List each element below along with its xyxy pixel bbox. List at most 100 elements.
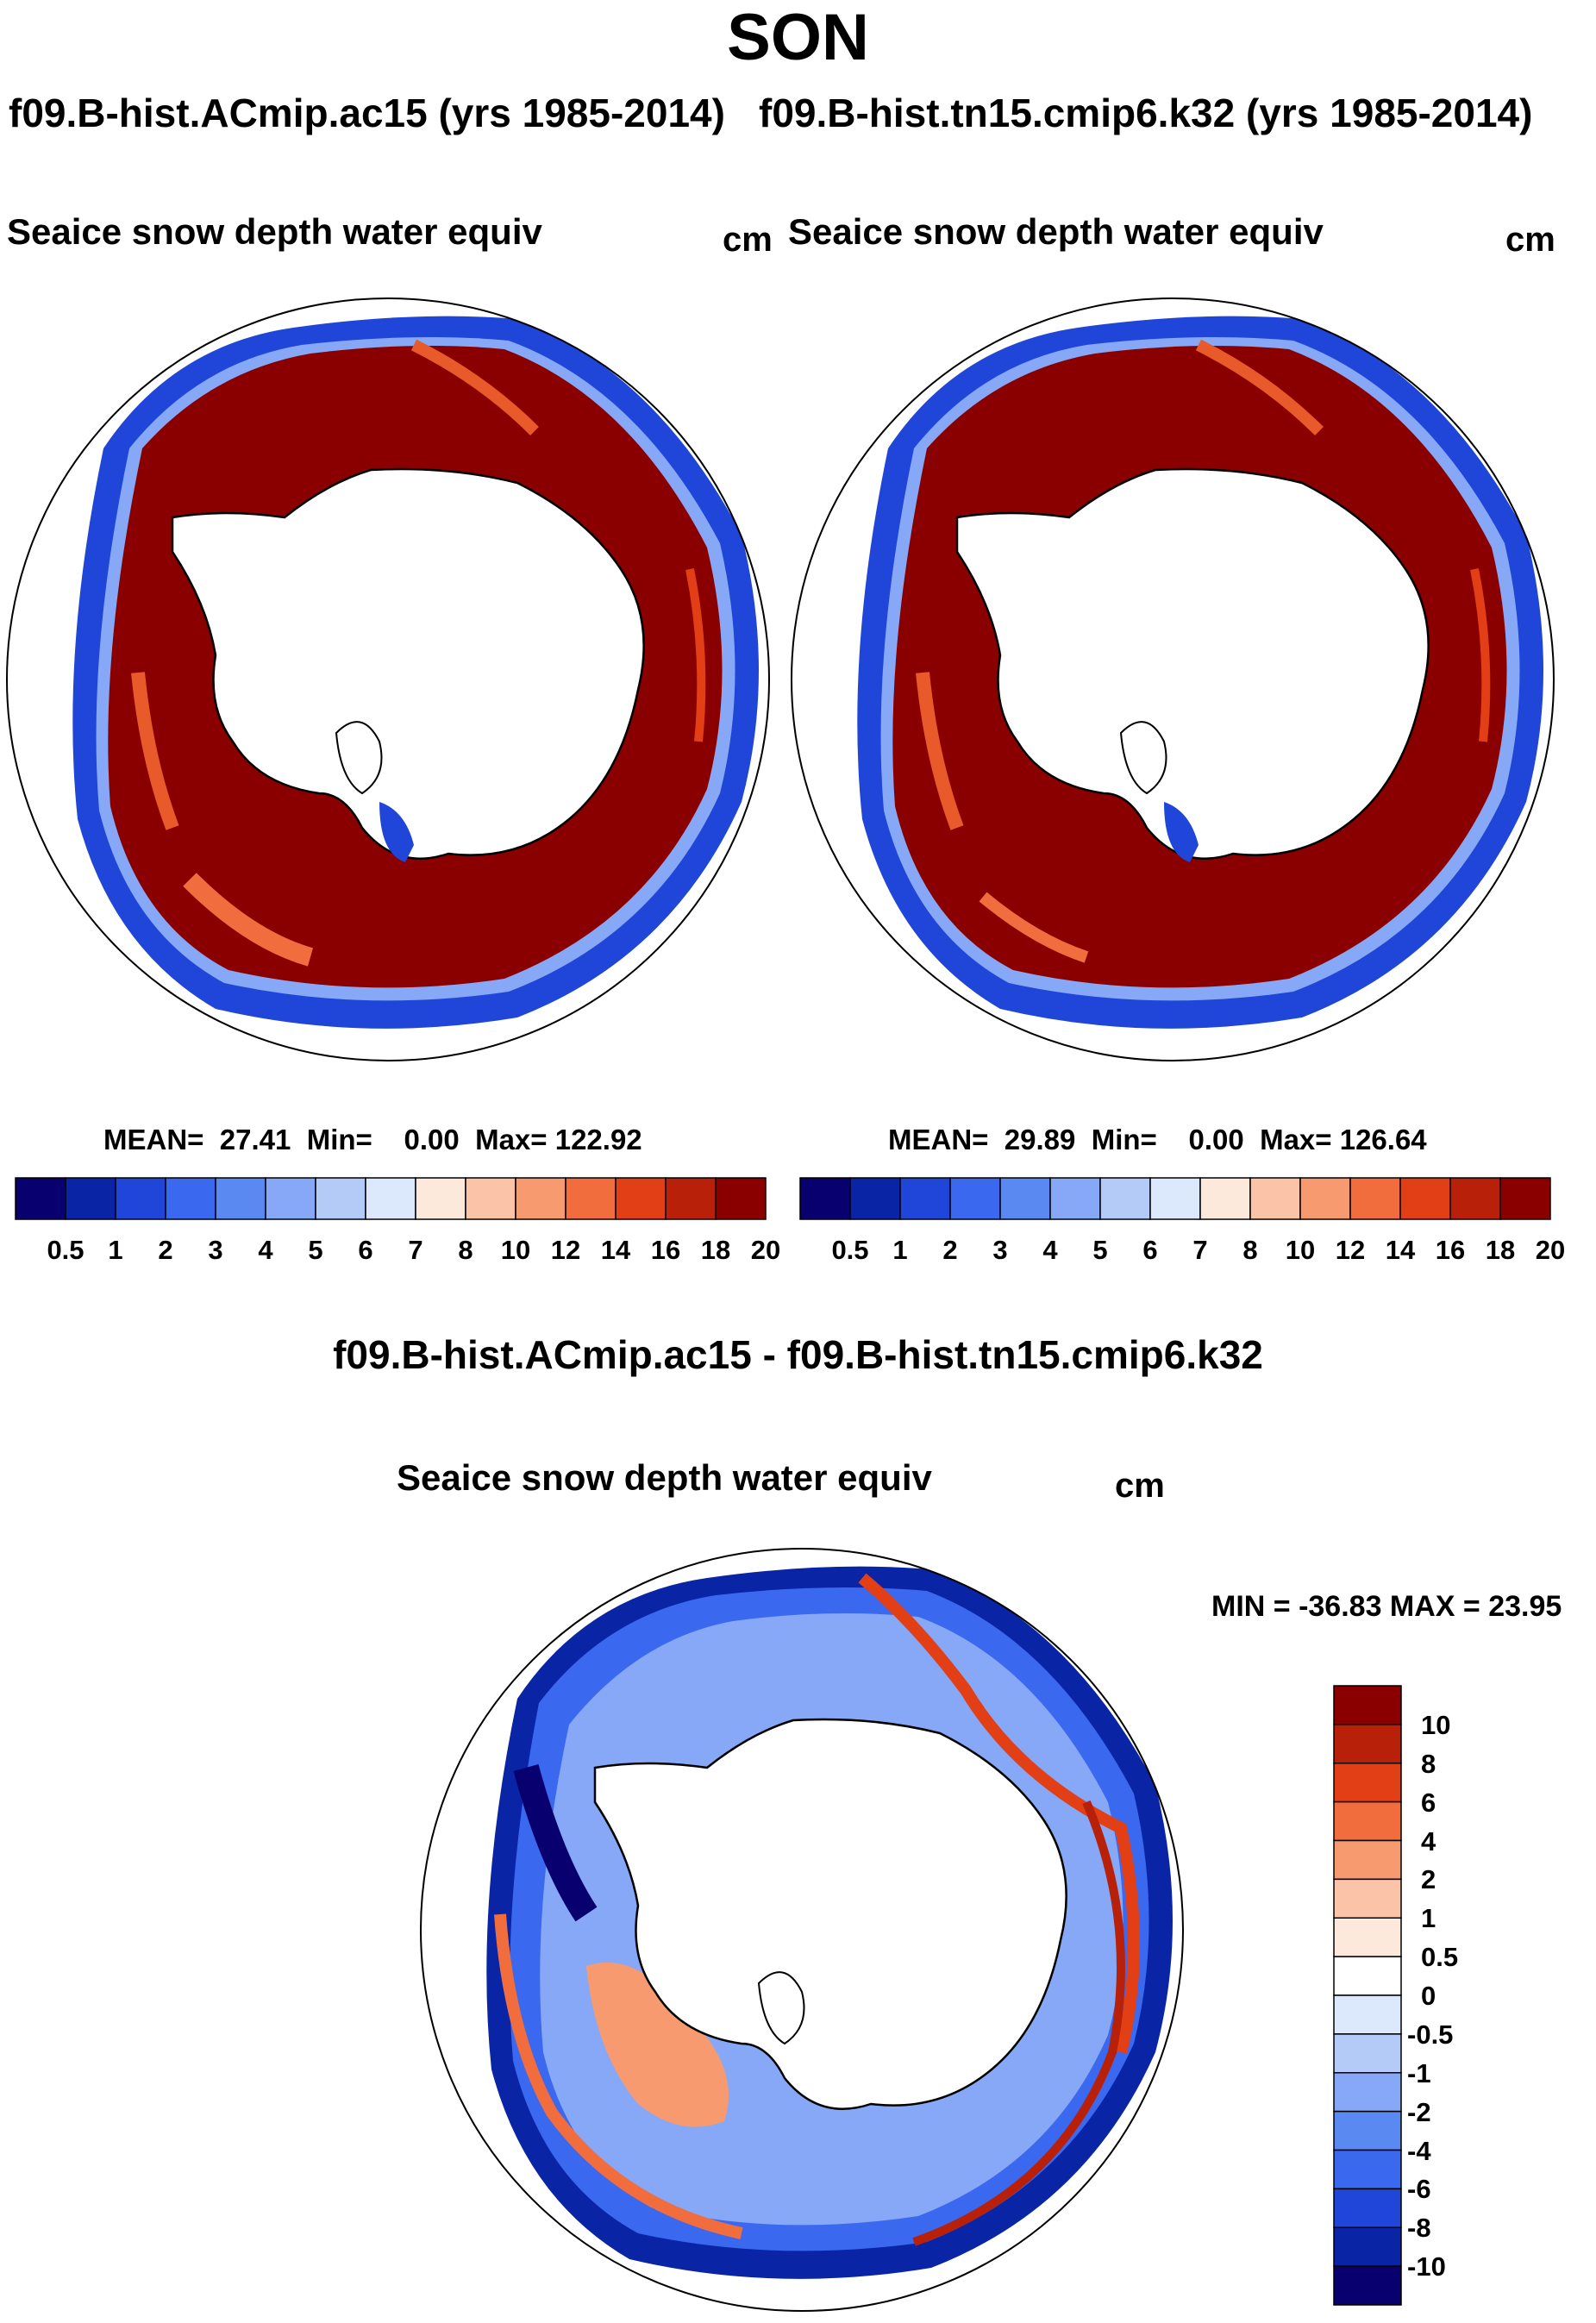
left-colorbar-tick-label: 16 <box>650 1235 681 1265</box>
diff-colorbar-swatch <box>1333 1956 1402 1996</box>
left-colorbar-tick-label: 14 <box>600 1235 631 1265</box>
left-colorbar-tick-label: 18 <box>700 1235 731 1265</box>
diff-antarctica <box>593 1718 1067 2110</box>
right-colorbar-tick-label: 1 <box>892 1235 908 1265</box>
right-colorbar-swatch <box>1249 1177 1301 1220</box>
diff-minmax: MIN = -36.83 MAX = 23.95 <box>1211 1590 1562 1623</box>
right-colorbar-swatch <box>999 1177 1051 1220</box>
left-colorbar-swatch <box>665 1177 717 1220</box>
left-colorbar-swatch <box>265 1177 316 1220</box>
diff-colorbar-tick-label: 1 <box>1421 1903 1436 1934</box>
diff-colorbar-tick-label: 0 <box>1421 1981 1436 2011</box>
right-colorbar-tick-label: 14 <box>1385 1235 1416 1265</box>
left-colorbar-swatch <box>565 1177 616 1220</box>
left-colorbar-tick-label: 10 <box>500 1235 531 1265</box>
right-colorbar-swatch <box>1299 1177 1351 1220</box>
right-colorbar-tick-label: 16 <box>1435 1235 1466 1265</box>
diff-colorbar-tick-label: 2 <box>1421 1864 1436 1895</box>
diff-colorbar-swatch <box>1333 1800 1402 1842</box>
diff-colorbar-tick-label: 4 <box>1421 1825 1436 1857</box>
left-var-title: Seaice snow depth water equiv <box>7 211 542 252</box>
left-case-title: f09.B-hist.ACmip.ac15 (yrs 1985-2014) <box>9 91 725 135</box>
diff-colorbar-swatch <box>1333 1839 1402 1881</box>
right-case-title: f09.B-hist.tn15.cmip6.k32 (yrs 1985-2014… <box>759 91 1533 135</box>
diff-colorbar-swatch <box>1333 2265 1402 2306</box>
left-stats: MEAN= 27.41 Min= 0.00 Max= 122.92 <box>103 1124 642 1155</box>
diff-colorbar-swatch <box>1333 1685 1402 1725</box>
right-colorbar-labels: 0.5 1 2 3 4 5 6 7 8 10 12 14 16 18 20 <box>800 1235 1565 1269</box>
right-colorbar-swatch <box>899 1177 951 1220</box>
diff-colorbar-swatch <box>1333 1878 1402 1919</box>
right-colorbar-swatch <box>1399 1177 1451 1220</box>
right-colorbar-tick-label: 12 <box>1335 1235 1366 1265</box>
left-colorbar-labels: 0.5 1 2 3 4 5 6 7 8 10 12 14 16 18 20 <box>16 1235 780 1269</box>
diff-colorbar-tick-label: 10 <box>1421 1709 1451 1740</box>
left-colorbar-swatch <box>215 1177 266 1220</box>
diff-colorbar-swatch <box>1333 2110 1402 2151</box>
left-colorbar-tick-label: 6 <box>358 1235 373 1265</box>
right-colorbar-swatch <box>1049 1177 1101 1220</box>
left-colorbar-tick-label: 0.5 <box>47 1235 84 1265</box>
diff-title: f09.B-hist.ACmip.ac15 - f09.B-hist.tn15.… <box>333 1332 1263 1377</box>
right-colorbar-tick-label: 3 <box>992 1235 1008 1265</box>
diff-colorbar-swatch <box>1333 1763 1402 1803</box>
right-colorbar-swatch <box>1149 1177 1201 1220</box>
left-colorbar-tick-label: 2 <box>158 1235 173 1265</box>
diff-colorbar-tick-label: -10 <box>1407 2251 1446 2282</box>
diff-colorbar-tick-label: -1 <box>1407 2057 1431 2088</box>
right-colorbar-swatch <box>949 1177 1001 1220</box>
diff-colorbar-labels: 10 8 6 4 2 1 0.5 0 -0.5 -1 -2 -4 -6 -8 -10 <box>1407 1686 1518 2305</box>
right-colorbar-tick-label: 4 <box>1042 1235 1058 1265</box>
right-stats: MEAN= 29.89 Min= 0.00 Max= 126.64 <box>888 1124 1427 1155</box>
right-colorbar-tick-label: 8 <box>1242 1235 1258 1265</box>
diff-var-title: Seaice snow depth water equiv <box>397 1457 932 1498</box>
right-var-title: Seaice snow depth water equiv <box>788 211 1324 252</box>
right-colorbar-tick-label: 2 <box>942 1235 958 1265</box>
diff-colorbar-tick-label: -4 <box>1407 2135 1431 2166</box>
left-colorbar-tick-label: 8 <box>458 1235 473 1265</box>
left-colorbar-swatch <box>315 1177 366 1220</box>
right-colorbar-swatch <box>1349 1177 1401 1220</box>
left-colorbar-tick-label: 3 <box>208 1235 223 1265</box>
diff-colorbar <box>1333 1685 1402 2306</box>
right-colorbar <box>799 1177 1551 1220</box>
diff-colorbar-swatch <box>1333 1994 1402 2035</box>
left-colorbar-swatch <box>415 1177 466 1220</box>
diff-positive-blob <box>586 1963 729 2127</box>
diff-colorbar-tick-label: -0.5 <box>1407 2019 1454 2050</box>
diff-colorbar-swatch <box>1333 1917 1402 1957</box>
diff-colorbar-tick-label: 8 <box>1421 1748 1436 1779</box>
diff-colorbar-swatch <box>1333 2033 1402 2074</box>
diff-colorbar-swatch <box>1333 1724 1402 1764</box>
left-colorbar-swatch <box>715 1177 767 1220</box>
left-colorbar-tick-label: 20 <box>750 1235 781 1265</box>
diff-colorbar-swatch <box>1333 2188 1402 2228</box>
season-title: SON <box>727 1 869 74</box>
left-colorbar-tick-label: 5 <box>308 1235 323 1265</box>
right-colorbar-tick-label: 6 <box>1142 1235 1158 1265</box>
left-colorbar-swatch <box>65 1177 116 1220</box>
diff-colorbar-tick-label: -6 <box>1407 2174 1431 2205</box>
left-colorbar-tick-label: 1 <box>108 1235 123 1265</box>
right-units: cm <box>1505 221 1555 259</box>
diff-colorbar-tick-label: 6 <box>1421 1787 1436 1818</box>
diff-colorbar-tick-label: -2 <box>1407 2096 1431 2127</box>
right-colorbar-tick-label: 0.5 <box>831 1235 869 1265</box>
diff-colorbar-swatch <box>1333 2072 1402 2113</box>
right-colorbar-tick-label: 20 <box>1535 1235 1566 1265</box>
right-colorbar-swatch <box>799 1177 851 1220</box>
diff-colorbar-tick-label: -8 <box>1407 2213 1431 2244</box>
right-colorbar-swatch <box>1499 1177 1551 1220</box>
left-colorbar <box>15 1177 767 1220</box>
left-colorbar-tick-label: 12 <box>550 1235 581 1265</box>
right-colorbar-tick-label: 10 <box>1285 1235 1316 1265</box>
left-colorbar-swatch <box>115 1177 166 1220</box>
right-colorbar-swatch <box>1199 1177 1251 1220</box>
left-units: cm <box>723 221 773 259</box>
diff-colorbar-tick-label: 0.5 <box>1421 1942 1459 1973</box>
right-colorbar-tick-label: 7 <box>1192 1235 1208 1265</box>
right-colorbar-tick-label: 5 <box>1092 1235 1108 1265</box>
diff-units: cm <box>1115 1467 1165 1505</box>
